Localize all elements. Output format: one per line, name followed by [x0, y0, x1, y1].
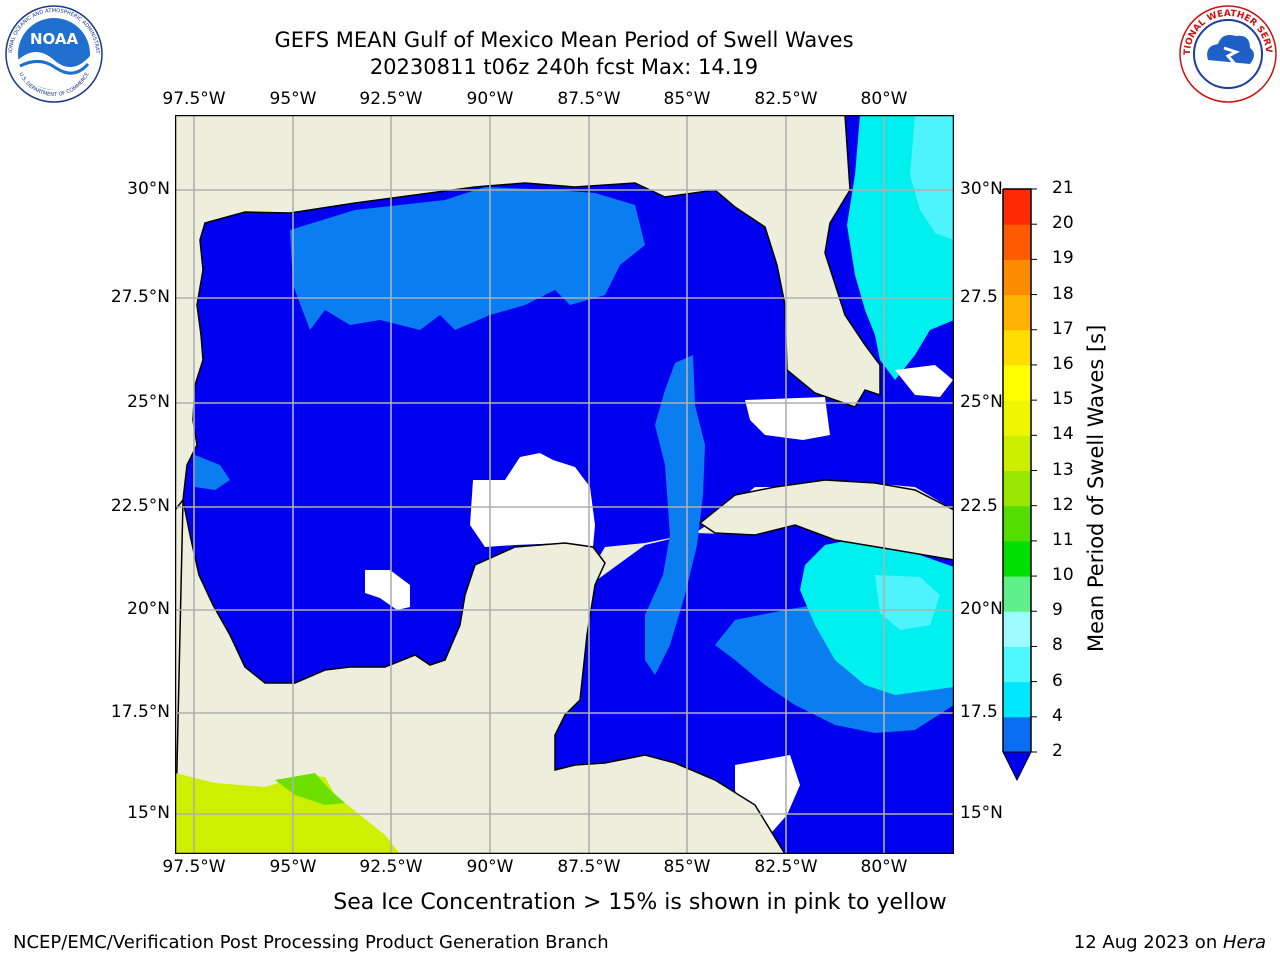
- lon-label-bottom: 80°W: [860, 857, 908, 877]
- colorbar-tick-label: 16: [1052, 353, 1074, 374]
- lon-label-bottom: 85°W: [663, 857, 711, 877]
- lat-label-left: 27.5°N: [110, 287, 170, 307]
- colorbar-swatch: [1003, 681, 1031, 718]
- colorbar: [1002, 188, 1037, 782]
- colorbar-swatch: [1003, 540, 1031, 577]
- lat-label-right: 27.5: [960, 287, 998, 307]
- colorbar-tick-label: 9: [1052, 600, 1063, 621]
- footer-left: NCEP/EMC/Verification Post Processing Pr…: [13, 932, 609, 953]
- bay-patch: [195, 455, 230, 490]
- map-grid: [175, 115, 954, 854]
- footer-machine: Hera: [1222, 932, 1266, 953]
- colorbar-swatch: [1003, 294, 1031, 331]
- lon-label-top: 97.5°W: [162, 89, 226, 109]
- lon-label-bottom: 82.5°W: [754, 857, 818, 877]
- colorbar-swatch: [1003, 435, 1031, 471]
- colorbar-tick-label: 8: [1052, 635, 1063, 656]
- lon-label-bottom: 90°W: [466, 857, 514, 877]
- colorbar-tick-label: 19: [1052, 248, 1074, 269]
- undefined-region-florida: [895, 365, 953, 397]
- colorbar-swatch: [1003, 364, 1031, 401]
- lon-label-top: 80°W: [860, 89, 908, 109]
- colorbar-tick-label: 6: [1052, 670, 1063, 691]
- lat-label-left: 15°N: [127, 803, 170, 823]
- chart-title: GEFS MEAN Gulf of Mexico Mean Period of …: [274, 28, 854, 52]
- colorbar-tick-label: 13: [1052, 459, 1074, 480]
- colorbar-tick-label: 21: [1052, 178, 1074, 198]
- colorbar-swatch: [1003, 400, 1031, 436]
- colorbar-tick-label: 14: [1052, 424, 1074, 445]
- lon-label-bottom: 92.5°W: [359, 857, 423, 877]
- colorbar-tick-label: 4: [1052, 705, 1063, 726]
- nws-logo: NATIONAL WEATHER SERVICE: [1174, 0, 1278, 104]
- lon-label-bottom: 87.5°W: [557, 857, 621, 877]
- land-north: [175, 115, 881, 512]
- lon-label-top: 95°W: [269, 89, 317, 109]
- lat-label-left: 20°N: [127, 599, 170, 619]
- undefined-region-central: [470, 453, 595, 547]
- northern-gulf-patch: [290, 187, 645, 330]
- colorbar-tick-label: 20: [1052, 213, 1074, 234]
- caribbean-cyan-light: [875, 575, 940, 630]
- colorbar-tick-label: 18: [1052, 283, 1074, 304]
- colorbar-swatch: [1003, 224, 1031, 260]
- atlantic-cyan-light: [910, 115, 954, 240]
- lat-label-left: 25°N: [127, 392, 170, 412]
- lon-label-bottom: 95°W: [269, 857, 317, 877]
- colorbar-swatch: [1003, 646, 1031, 683]
- undefined-region-west: [365, 570, 410, 610]
- sea-ice-note: Sea Ice Concentration > 15% is shown in …: [333, 890, 947, 915]
- lon-label-bottom: 97.5°W: [162, 857, 226, 877]
- map-frame: [175, 115, 954, 854]
- colorbar-swatch: [1003, 611, 1031, 647]
- lon-label-top: 82.5°W: [754, 89, 818, 109]
- lon-label-top: 85°W: [663, 89, 711, 109]
- colorbar-tick-label: 2: [1052, 741, 1063, 761]
- colorbar-tick-label: 15: [1052, 389, 1074, 410]
- lat-label-left: 22.5°N: [110, 496, 170, 516]
- chart-subtitle: 20230811 t06z 240h fcst Max: 14.19: [369, 55, 759, 79]
- land-mexico: [175, 499, 786, 854]
- undefined-region-east: [745, 397, 830, 440]
- land-cuba: [698, 479, 954, 561]
- lat-label-left: 30°N: [127, 179, 170, 199]
- lat-label-right: 20°N: [960, 599, 1003, 619]
- colorbar-tick-label: 12: [1052, 494, 1074, 515]
- lat-label-right: 15°N: [960, 803, 1003, 823]
- colorbar-swatch: [1003, 576, 1031, 612]
- lat-label-right: 30°N: [960, 179, 1003, 199]
- colorbar-tick-label: 11: [1052, 529, 1074, 550]
- footer-date: 12 Aug 2023 on: [1073, 932, 1223, 953]
- colorbar-swatch: [1003, 470, 1031, 507]
- central-patch: [645, 355, 705, 675]
- lon-label-top: 92.5°W: [359, 89, 423, 109]
- colorbar-swatch: [1003, 259, 1031, 296]
- lat-label-right: 25°N: [960, 392, 1003, 412]
- map-plot: [175, 115, 954, 854]
- colorbar-tick-label: 10: [1052, 565, 1074, 586]
- colorbar-title: Mean Period of Swell Waves [s]: [1084, 324, 1108, 652]
- colorbar-swatch: [1003, 189, 1031, 225]
- colorbar-tick-label: 17: [1052, 318, 1074, 339]
- colorbar-extend-arrow: [1002, 751, 1032, 782]
- lat-label-right: 22.5: [960, 496, 998, 516]
- noaa-logo-text: NOAA: [30, 30, 79, 48]
- footer-right: 12 Aug 2023 on Hera: [1074, 932, 1266, 953]
- colorbar-swatch: [1003, 716, 1031, 753]
- lon-label-top: 87.5°W: [557, 89, 621, 109]
- colorbar-swatch: [1003, 505, 1031, 542]
- noaa-logo: NOAA NATIONAL OCEANIC AND ATMOSPHERIC AD…: [1, 0, 104, 104]
- lon-label-top: 90°W: [466, 89, 514, 109]
- lat-label-right: 17.5: [960, 702, 998, 722]
- lat-label-left: 17.5°N: [110, 702, 170, 722]
- caribbean-cyan: [800, 535, 954, 695]
- colorbar-swatch: [1003, 329, 1031, 366]
